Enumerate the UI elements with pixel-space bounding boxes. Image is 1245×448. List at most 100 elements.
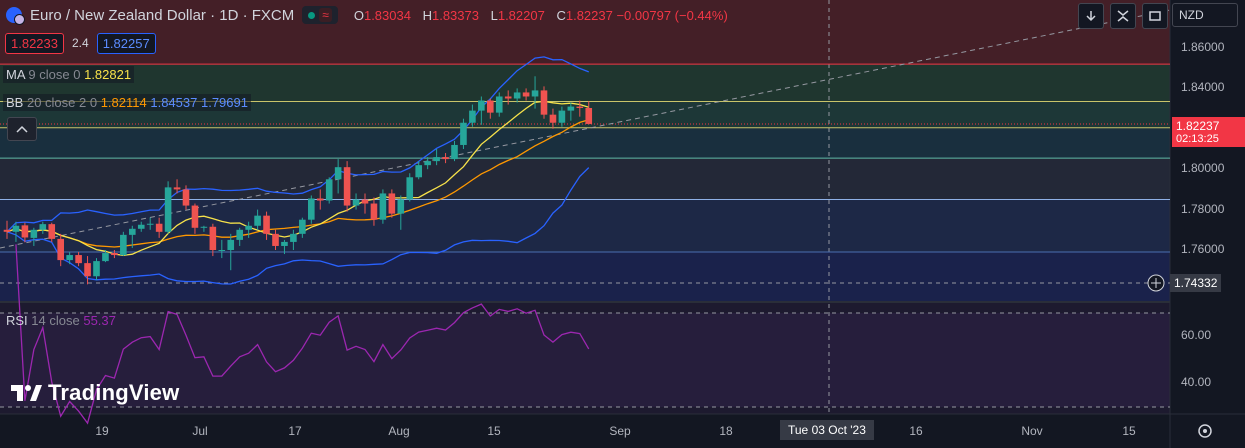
candle — [218, 239, 226, 259]
crosshair-time: Tue 03 Oct '23 — [780, 420, 874, 440]
bb-legend[interactable]: BB 20 close 2 0 1.82114 1.84537 1.79691 — [3, 94, 251, 111]
tradingview-text: TradingView — [48, 380, 180, 405]
candle — [227, 233, 235, 271]
time-tick-label: 17 — [288, 424, 302, 438]
candle-body — [48, 224, 56, 239]
symbol-title[interactable]: Euro / New Zealand Dollar · 1D · FXCM — [30, 6, 295, 24]
currency-select[interactable]: NZD — [1172, 3, 1238, 27]
candle — [155, 217, 163, 238]
candle — [75, 252, 82, 267]
candle — [263, 211, 270, 240]
candle — [182, 185, 190, 210]
candle-body — [30, 229, 38, 238]
collapse-legend-button[interactable] — [7, 117, 37, 141]
candle — [316, 189, 324, 210]
candle — [567, 102, 575, 121]
candle — [343, 161, 351, 212]
candle — [254, 209, 261, 230]
tradingview-logo-icon — [11, 385, 42, 401]
candle-body — [406, 177, 414, 200]
price-zone — [0, 127, 1170, 159]
candle — [164, 181, 172, 234]
price-tick-label: 1.76000 — [1181, 242, 1225, 256]
time-tick-label: Aug — [388, 424, 410, 438]
settings-icon[interactable] — [1196, 422, 1214, 445]
time-tick-label: 19 — [95, 424, 109, 438]
add-alert-icon[interactable] — [1146, 273, 1166, 293]
candle — [540, 86, 548, 119]
spread-value: 2.4 — [72, 36, 89, 50]
candle — [424, 157, 431, 170]
candle — [3, 220, 11, 239]
rsi-legend[interactable]: RSI 14 close 55.37 — [6, 313, 116, 328]
arrow-down-icon[interactable] — [1078, 3, 1104, 29]
candle — [433, 149, 440, 166]
price-tick-label: 1.86000 — [1181, 40, 1225, 54]
candle-body — [361, 199, 369, 204]
candle-body — [334, 167, 342, 180]
candle — [478, 96, 485, 125]
candle — [370, 197, 378, 226]
price-zone — [0, 252, 1170, 302]
collapse-icon[interactable] — [1110, 3, 1136, 29]
candle — [48, 222, 56, 242]
rsi-tick-label: 60.00 — [1181, 328, 1212, 342]
candle — [397, 195, 405, 230]
market-status[interactable]: ≈ — [302, 6, 338, 24]
candle-body — [75, 255, 82, 264]
sell-button[interactable]: 1.82233 — [5, 32, 64, 54]
candle — [504, 90, 512, 105]
candle-body — [66, 255, 73, 261]
candle-body — [469, 110, 476, 123]
tradingview-logo[interactable]: TradingView — [10, 380, 179, 406]
candle-body — [567, 106, 575, 111]
symbol-flag-icon — [6, 7, 25, 25]
candle-body — [540, 90, 548, 115]
candle — [352, 193, 360, 210]
price-tick-label: 1.80000 — [1181, 161, 1225, 176]
candle — [522, 88, 530, 101]
candle-body — [352, 199, 360, 206]
last-price-tag: 1.82237 02:13:25 — [1172, 116, 1245, 147]
candle — [495, 92, 503, 117]
candle — [460, 118, 467, 149]
buy-button[interactable]: 1.82257 — [96, 32, 156, 54]
candle-body — [549, 114, 557, 123]
candle — [93, 258, 100, 281]
candle — [558, 106, 566, 127]
fullscreen-icon[interactable] — [1142, 3, 1168, 29]
candle — [469, 104, 476, 127]
ma-legend[interactable]: MA 9 close 0 1.82821 — [3, 66, 135, 83]
candle-body — [200, 226, 208, 228]
candle-body — [218, 250, 226, 251]
time-tick-label: Nov — [1021, 424, 1043, 438]
candle — [585, 101, 593, 125]
time-tick-label: 18 — [719, 424, 733, 438]
ma-value: 1.82821 — [84, 67, 132, 82]
candle-body — [487, 100, 494, 113]
candle — [388, 189, 396, 218]
candle-body — [129, 228, 136, 235]
candles — [3, 76, 593, 285]
rsi-value: 55.37 — [83, 313, 116, 328]
candle-body — [424, 161, 431, 166]
ohlc-values: O1.83034 H1.83373 L1.82207 C1.82237 −0.0… — [353, 7, 728, 23]
price-zone — [0, 199, 1170, 253]
currency-label: NZD — [1179, 8, 1204, 22]
candle — [308, 195, 315, 224]
candle-body — [236, 229, 243, 240]
price-zone — [0, 0, 1170, 65]
candle — [281, 239, 288, 255]
candle-body — [12, 225, 20, 232]
candle — [531, 76, 539, 109]
candle-body — [451, 144, 458, 160]
candle-body — [585, 107, 593, 124]
candle-body — [245, 225, 252, 230]
candle — [102, 250, 109, 263]
candle-body — [343, 167, 351, 206]
candle-body — [522, 92, 530, 97]
candle-body — [433, 157, 440, 162]
candle — [200, 225, 208, 232]
candle — [84, 256, 91, 285]
